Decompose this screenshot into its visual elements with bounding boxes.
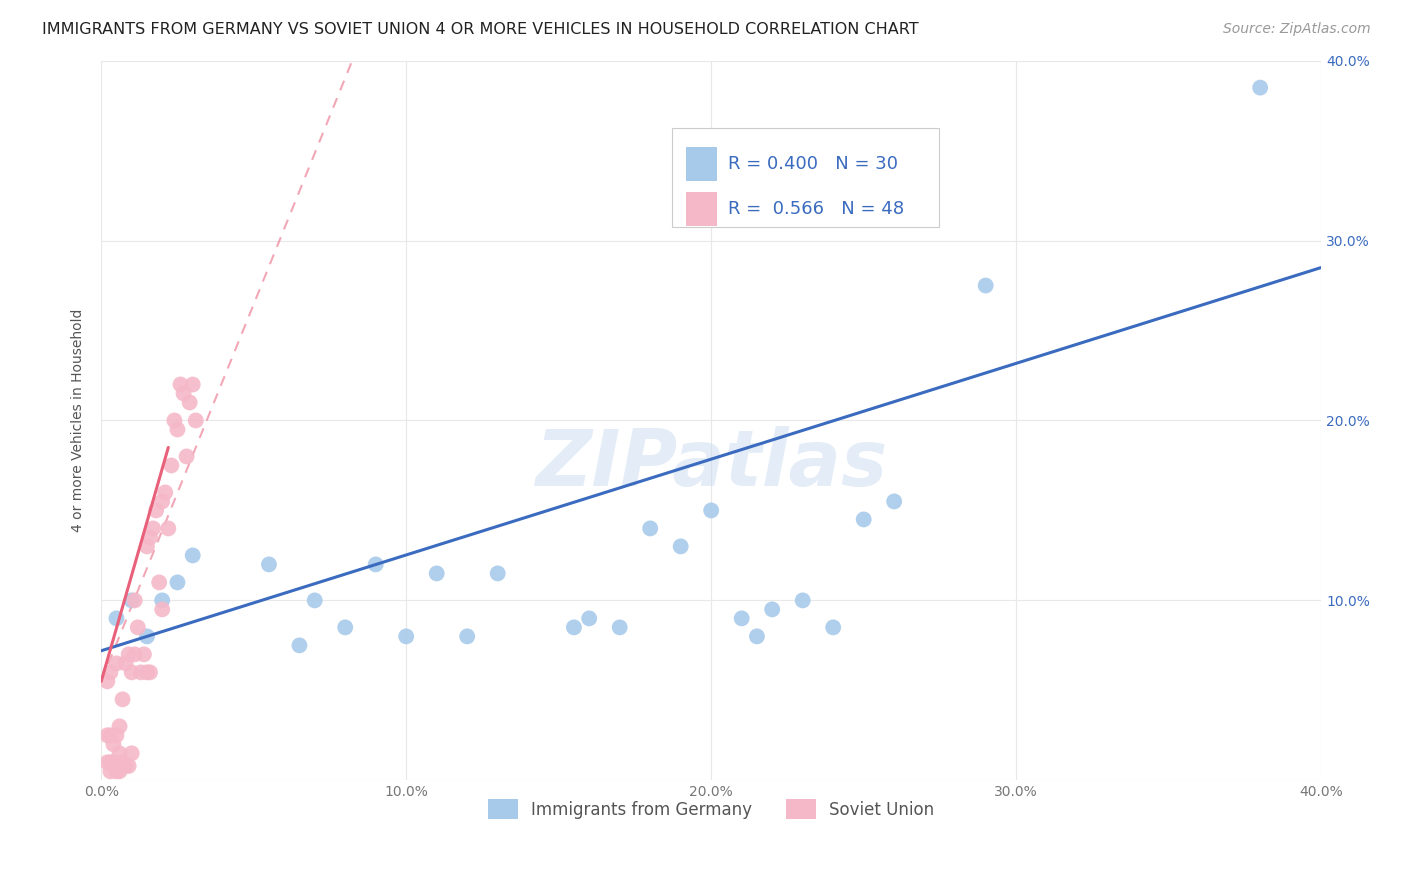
Point bbox=[181, 377, 204, 392]
Point bbox=[304, 593, 326, 607]
Point bbox=[121, 593, 143, 607]
Text: R =  0.566   N = 48: R = 0.566 N = 48 bbox=[728, 200, 904, 218]
Point bbox=[155, 485, 177, 500]
Point bbox=[456, 629, 478, 643]
Point bbox=[166, 575, 188, 590]
Point bbox=[852, 512, 875, 526]
Point bbox=[145, 503, 167, 517]
Point bbox=[335, 620, 357, 634]
Point bbox=[364, 558, 387, 572]
Point bbox=[136, 540, 159, 554]
Point bbox=[148, 575, 170, 590]
Point bbox=[160, 458, 183, 473]
Point bbox=[669, 540, 692, 554]
Point bbox=[179, 395, 201, 409]
Point bbox=[139, 530, 162, 544]
Point bbox=[129, 665, 152, 680]
Point bbox=[578, 611, 600, 625]
Point bbox=[745, 629, 768, 643]
Text: IMMIGRANTS FROM GERMANY VS SOVIET UNION 4 OR MORE VEHICLES IN HOUSEHOLD CORRELAT: IMMIGRANTS FROM GERMANY VS SOVIET UNION … bbox=[42, 22, 918, 37]
Point bbox=[118, 759, 141, 773]
Point bbox=[395, 629, 418, 643]
Point bbox=[111, 692, 134, 706]
Point bbox=[111, 756, 134, 770]
Point bbox=[139, 665, 162, 680]
Point bbox=[288, 639, 311, 653]
Point bbox=[103, 756, 125, 770]
Point bbox=[96, 674, 118, 689]
Point bbox=[103, 737, 125, 751]
Point bbox=[118, 648, 141, 662]
Point bbox=[121, 747, 143, 761]
Point bbox=[1249, 80, 1271, 95]
Point bbox=[142, 521, 165, 535]
Point bbox=[98, 728, 121, 742]
Point bbox=[96, 756, 118, 770]
Point bbox=[166, 422, 188, 436]
Point bbox=[132, 648, 155, 662]
Point bbox=[184, 413, 207, 427]
Point bbox=[176, 450, 198, 464]
Point bbox=[136, 665, 159, 680]
Point bbox=[169, 377, 191, 392]
Point bbox=[792, 593, 814, 607]
Point bbox=[105, 764, 128, 779]
Point bbox=[150, 593, 173, 607]
Point bbox=[486, 566, 509, 581]
Point bbox=[150, 494, 173, 508]
Point bbox=[157, 521, 180, 535]
Point bbox=[562, 620, 585, 634]
Point bbox=[108, 747, 131, 761]
Legend: Immigrants from Germany, Soviet Union: Immigrants from Germany, Soviet Union bbox=[481, 792, 941, 826]
Point bbox=[150, 602, 173, 616]
Point bbox=[883, 494, 905, 508]
Point bbox=[127, 620, 149, 634]
Point bbox=[136, 629, 159, 643]
Point bbox=[114, 657, 136, 671]
Point bbox=[700, 503, 723, 517]
Point bbox=[173, 386, 195, 401]
Point bbox=[974, 278, 997, 293]
Point bbox=[823, 620, 845, 634]
Point bbox=[426, 566, 449, 581]
Point bbox=[105, 611, 128, 625]
Text: ZIPatlas: ZIPatlas bbox=[536, 425, 887, 501]
Point bbox=[124, 593, 146, 607]
Point bbox=[257, 558, 280, 572]
Point bbox=[108, 764, 131, 779]
Point bbox=[638, 521, 661, 535]
Point bbox=[124, 648, 146, 662]
Point bbox=[105, 657, 128, 671]
Point bbox=[105, 728, 128, 742]
Point bbox=[181, 549, 204, 563]
Point bbox=[761, 602, 783, 616]
Point bbox=[609, 620, 631, 634]
Text: Source: ZipAtlas.com: Source: ZipAtlas.com bbox=[1223, 22, 1371, 37]
Point bbox=[98, 764, 121, 779]
Y-axis label: 4 or more Vehicles in Household: 4 or more Vehicles in Household bbox=[72, 309, 86, 533]
Point bbox=[96, 728, 118, 742]
Point bbox=[731, 611, 754, 625]
Point bbox=[98, 756, 121, 770]
Point bbox=[121, 665, 143, 680]
Point bbox=[108, 719, 131, 733]
Point bbox=[98, 665, 121, 680]
Point bbox=[114, 759, 136, 773]
Point bbox=[163, 413, 186, 427]
Text: R = 0.400   N = 30: R = 0.400 N = 30 bbox=[728, 155, 898, 173]
